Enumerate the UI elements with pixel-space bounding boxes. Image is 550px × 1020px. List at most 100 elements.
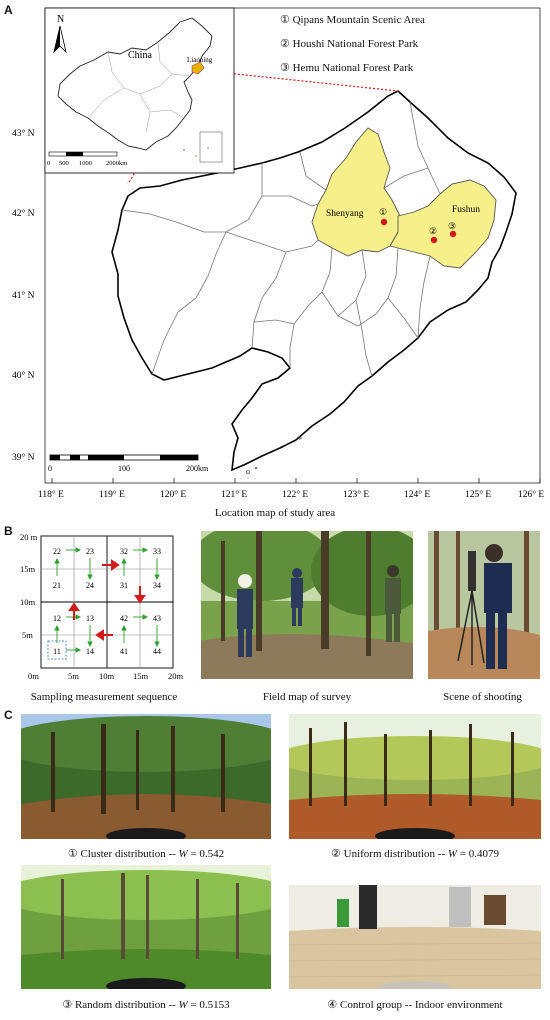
lon-label: 119° E (99, 489, 125, 500)
lat-label: 43° N (12, 128, 35, 139)
site-marker-3 (449, 230, 457, 238)
lon-label: 123° E (343, 489, 369, 500)
x-tick-label: 15m (133, 671, 149, 680)
site-label-2: ② (429, 226, 437, 236)
city-label-shenyang: Shenyang (326, 209, 364, 219)
inset-scale-label: 0 (47, 160, 50, 167)
lat-label: 40° N (12, 370, 35, 381)
cell-label: 34 (153, 581, 161, 590)
panorama-indoor-illustration (289, 865, 541, 989)
site-marker-2 (430, 236, 438, 244)
y-tick-label: 0m (28, 671, 39, 680)
map-caption: Location map of study area (214, 507, 336, 519)
field-survey-photo (201, 531, 413, 679)
cell-label: 23 (86, 547, 94, 556)
panorama-cluster (21, 714, 271, 839)
field-survey-illustration (201, 531, 413, 679)
sampling-caption: Sampling measurement sequence (30, 691, 178, 703)
map-scale-bar: 0 100 200km (48, 454, 209, 473)
cell-label: 41 (120, 647, 128, 656)
panorama-caption-4: ④ Control group -- Indoor environment (289, 998, 541, 1011)
liaoning-inset-highlight (191, 61, 205, 75)
site-marker-1 (380, 218, 388, 226)
cell-label: 24 (86, 581, 94, 590)
w-value: = 0.5153 (187, 999, 230, 1011)
inset-scale-label: 500 (59, 160, 69, 167)
w-value: = 0.4079 (457, 848, 499, 860)
north-arrow-icon (53, 25, 67, 54)
lon-label: 124° E (404, 489, 430, 500)
lon-label: 125° E (465, 489, 491, 500)
surveyor-figure-3 (385, 565, 401, 642)
cell-label: 31 (120, 581, 128, 590)
inset-province-label: Liaoning (187, 56, 213, 64)
y-tick-label: 5m (22, 630, 33, 640)
inset-country-label: China (128, 50, 152, 61)
scale-label: 0 (48, 464, 52, 473)
cell-label: 11 (53, 647, 61, 656)
lat-label: 39° N (12, 452, 35, 463)
photographer-figure (484, 544, 512, 669)
shooting-scene-caption: Scene of shooting (443, 691, 522, 703)
cell-label: 22 (53, 547, 61, 556)
map-frame (44, 7, 541, 484)
legend-site-1: ① Qipans Mountain Scenic Area (280, 14, 425, 26)
green-arrows (54, 547, 160, 653)
cell-label: 33 (153, 547, 161, 556)
shooting-scene-photo (428, 531, 540, 679)
surveyor-figure-1 (237, 574, 253, 657)
site-markers: ① ② ③ (379, 207, 457, 244)
panorama-indoor (289, 865, 541, 989)
field-survey-caption: Field map of survey (262, 691, 352, 703)
panorama-uniform (289, 714, 541, 839)
liaoning-outline (111, 90, 517, 472)
caption-prefix: ① Cluster distribution -- (67, 848, 179, 860)
cell-label: 44 (153, 647, 161, 656)
y-tick-label: 15m (20, 564, 36, 574)
study-area-map: ① ② ③ Shenyang Fushun 43° N 42° N 41° N … (12, 7, 544, 500)
cell-label: 14 (86, 647, 94, 656)
north-label: N (57, 14, 64, 25)
caption-prefix: ③ Random distribution -- (62, 999, 179, 1011)
legend-site-3: ③ Hemu National Forest Park (280, 62, 414, 74)
legend-site-2: ② Houshi National Forest Park (280, 38, 419, 50)
prefecture-boundaries (121, 101, 441, 377)
cell-label: 42 (120, 614, 128, 623)
cell-label: 43 (153, 614, 161, 623)
lat-label: 42° N (12, 208, 35, 219)
scale-label: 200km (186, 464, 209, 473)
cell-labels: 22 23 32 33 21 24 31 34 12 13 42 43 11 1… (53, 547, 161, 656)
x-tick-label: 20m (168, 671, 184, 680)
china-inset: N China Liaoning 0 500 1000 2000km (44, 7, 235, 174)
panorama-cluster-illustration (21, 714, 271, 839)
panorama-caption-1: ① Cluster distribution -- W = 0.542 (21, 847, 271, 860)
cell-label: 32 (120, 547, 128, 556)
w-value: = 0.542 (187, 848, 225, 860)
panorama-random (21, 865, 271, 989)
panel-label-a: A (4, 3, 13, 17)
x-tick-label: 5m (68, 671, 79, 680)
w-symbol: W (178, 848, 188, 860)
lon-label: 121° E (221, 489, 247, 500)
surveyor-figure-2 (291, 568, 303, 626)
start-cell-marker (47, 640, 67, 660)
scale-label: 100 (118, 464, 130, 473)
panorama-caption-3: ③ Random distribution -- W = 0.5153 (21, 998, 271, 1011)
lon-label: 122° E (282, 489, 308, 500)
cell-label: 13 (86, 614, 94, 623)
red-arrows (68, 559, 146, 641)
longitude-labels: 118° E 119° E 120° E 121° E 122° E 123° … (38, 489, 544, 500)
cell-label: 21 (53, 581, 61, 590)
sampling-y-labels: 20 m 15m 10m 5m 0m (20, 532, 39, 680)
lon-label: 126° E (518, 489, 544, 500)
panel-label-b: B (4, 524, 13, 538)
x-tick-label: 10m (99, 671, 115, 680)
lon-label: 120° E (160, 489, 186, 500)
panel-label-c: C (4, 708, 13, 722)
w-symbol: W (178, 999, 188, 1011)
panorama-random-illustration (21, 865, 271, 989)
inset-scale-label: 1000 (79, 160, 92, 167)
china-outline (57, 17, 213, 151)
city-label-fushun: Fushun (452, 205, 480, 215)
caption-prefix: ④ Control group -- Indoor environment (327, 999, 503, 1011)
